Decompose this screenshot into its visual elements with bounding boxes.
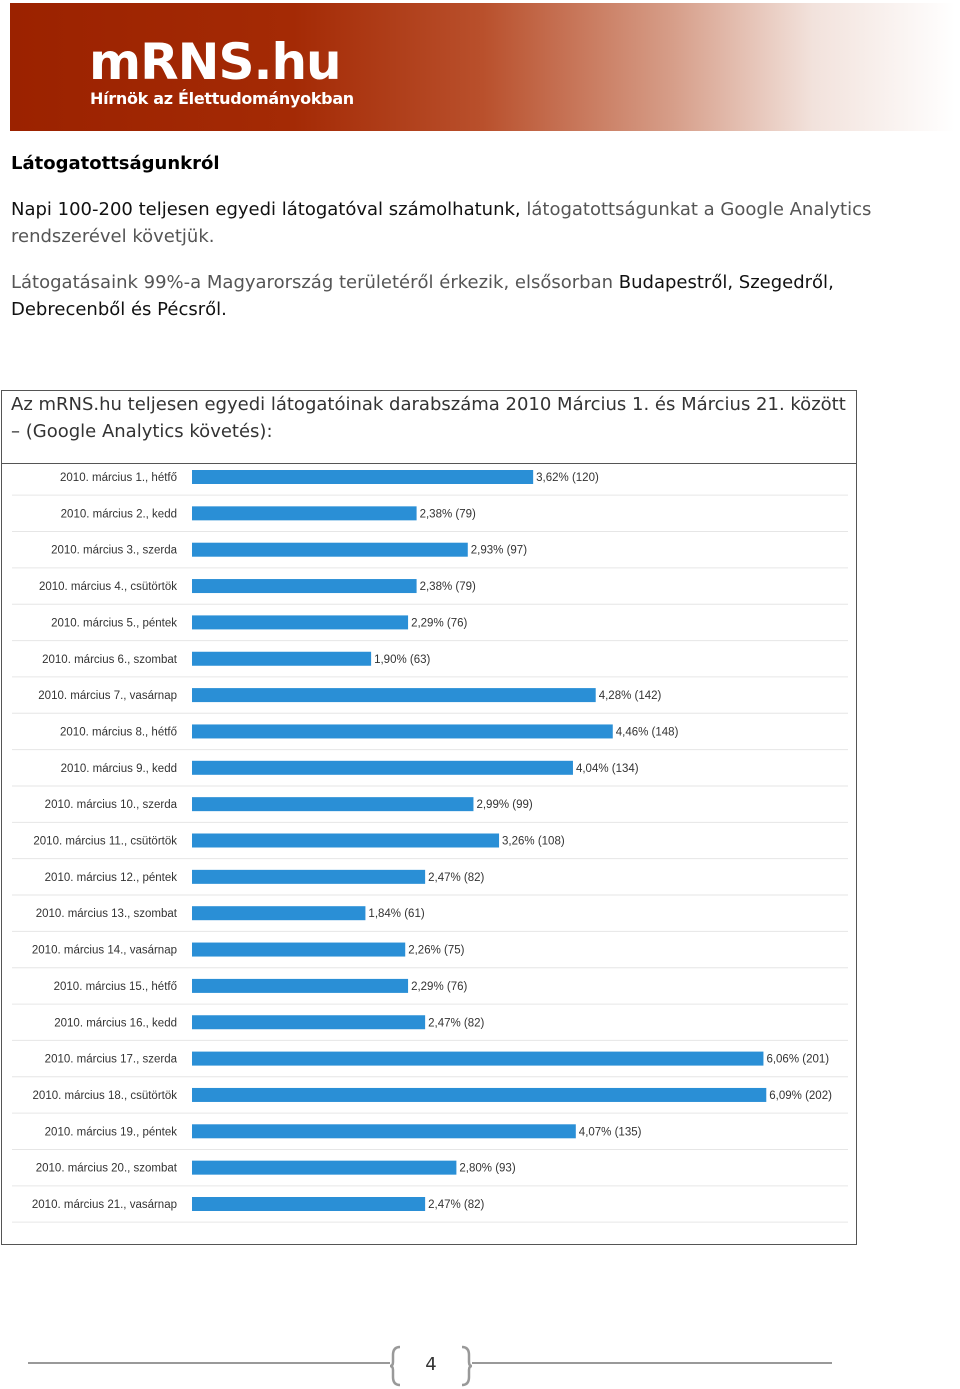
value-label: 2,47% (82) xyxy=(428,1017,484,1029)
paragraph-visitors-part1: Napi 100-200 teljesen egyedi látogatóval… xyxy=(11,199,521,220)
data-bar xyxy=(192,1051,764,1066)
category-label: 2010. március 4., csütörtök xyxy=(39,581,177,593)
data-bar xyxy=(192,506,417,521)
category-label: 2010. március 16., kedd xyxy=(54,1017,177,1029)
value-label: 4,07% (135) xyxy=(579,1126,642,1138)
category-label: 2010. március 19., péntek xyxy=(45,1126,178,1138)
chart-frame: Az mRNS.hu teljesen egyedi látogatóinak … xyxy=(1,390,857,1245)
value-label: 2,47% (82) xyxy=(428,872,484,884)
value-label: 2,47% (82) xyxy=(428,1199,484,1211)
value-label: 2,80% (93) xyxy=(459,1163,515,1175)
category-label: 2010. március 8., hétfő xyxy=(60,726,177,738)
data-bar xyxy=(192,470,534,484)
value-label: 2,26% (75) xyxy=(408,945,464,957)
data-bar xyxy=(192,542,468,557)
value-label: 4,28% (142) xyxy=(599,690,662,702)
right-bracket-icon xyxy=(461,1345,473,1387)
category-label: 2010. március 17., szerda xyxy=(45,1054,178,1066)
header-banner: mRNS.hu Hírnök az Élettudományokban xyxy=(10,3,955,131)
footer-line-right xyxy=(472,1362,832,1364)
visitors-bar-chart: 2010. március 1., hétfő 3,62% (120) 2010. … xyxy=(12,470,848,1223)
data-bar xyxy=(192,942,406,957)
site-logo[interactable]: mRNS.hu xyxy=(89,33,342,91)
value-label: 6,06% (201) xyxy=(766,1054,829,1066)
category-label: 2010. március 5., péntek xyxy=(51,617,177,629)
data-bar xyxy=(192,869,426,884)
chart-caption: Az mRNS.hu teljesen egyedi látogatóinak … xyxy=(11,394,846,442)
value-label: 2,38% (79) xyxy=(420,508,476,520)
data-bar xyxy=(192,579,417,594)
data-bar xyxy=(192,1124,576,1139)
value-label: 4,04% (134) xyxy=(576,763,639,775)
value-label: 2,29% (76) xyxy=(411,981,467,993)
category-label: 2010. március 7., vasárnap xyxy=(38,690,177,702)
data-bar xyxy=(192,688,596,703)
paragraph-visitors: Napi 100-200 teljesen egyedi látogatóval… xyxy=(11,196,911,250)
category-label: 2010. március 21., vasárnap xyxy=(32,1199,177,1211)
data-bar xyxy=(192,978,409,993)
value-label: 2,93% (97) xyxy=(471,545,527,557)
data-bar xyxy=(192,615,409,630)
data-bar xyxy=(192,797,474,812)
section-title: Látogatottságunkról xyxy=(11,153,220,174)
category-label: 2010. március 12., péntek xyxy=(45,872,178,884)
category-label: 2010. március 13., szombat xyxy=(36,908,178,920)
value-label: 2,29% (76) xyxy=(411,617,467,629)
data-bar xyxy=(192,1087,767,1102)
value-label: 2,38% (79) xyxy=(420,581,476,593)
category-label: 2010. március 2., kedd xyxy=(61,508,177,520)
value-label: 3,26% (108) xyxy=(502,836,565,848)
category-label: 2010. március 20., szombat xyxy=(36,1163,178,1175)
data-bar xyxy=(192,833,500,848)
value-label: 1,84% (61) xyxy=(368,908,424,920)
data-bar xyxy=(192,906,366,921)
category-label: 2010. március 1., hétfő xyxy=(60,472,177,484)
site-tagline: Hírnök az Élettudományokban xyxy=(90,89,354,108)
data-bar xyxy=(192,651,372,666)
caption-divider xyxy=(2,463,856,464)
value-label: 3,62% (120) xyxy=(536,472,599,484)
footer-line-left xyxy=(28,1362,390,1364)
value-label: 4,46% (148) xyxy=(616,726,679,738)
category-label: 2010. március 6., szombat xyxy=(42,654,178,666)
data-bar xyxy=(192,760,573,775)
paragraph-locations: Látogatásaink 99%-a Magyarország terület… xyxy=(11,269,911,323)
value-label: 1,90% (63) xyxy=(374,654,430,666)
paragraph-locations-part1: Látogatásaink 99%-a Magyarország terület… xyxy=(11,272,614,293)
page-number: 4 xyxy=(425,1354,437,1375)
paragraph-visitors-part2: látogatottságunkat a Google Analytics re… xyxy=(11,199,872,247)
data-bar xyxy=(192,1160,457,1175)
category-label: 2010. március 10., szerda xyxy=(45,799,178,811)
category-label: 2010. március 9., kedd xyxy=(61,763,177,775)
data-bar xyxy=(192,1015,426,1030)
data-bar xyxy=(192,724,613,739)
left-bracket-icon xyxy=(389,1345,401,1387)
data-bar xyxy=(192,1197,426,1211)
value-label: 6,09% (202) xyxy=(769,1090,832,1102)
category-label: 2010. március 11., csütörtök xyxy=(33,836,177,848)
category-label: 2010. március 15., hétfő xyxy=(54,981,177,993)
category-label: 2010. március 3., szerda xyxy=(51,545,178,557)
category-label: 2010. március 14., vasárnap xyxy=(32,945,177,957)
category-label: 2010. március 18., csütörtök xyxy=(33,1090,178,1102)
paragraph-locations-cities: Budapestről, Szegedről, Debrecenből és P… xyxy=(11,272,834,320)
value-label: 2,99% (99) xyxy=(476,799,532,811)
